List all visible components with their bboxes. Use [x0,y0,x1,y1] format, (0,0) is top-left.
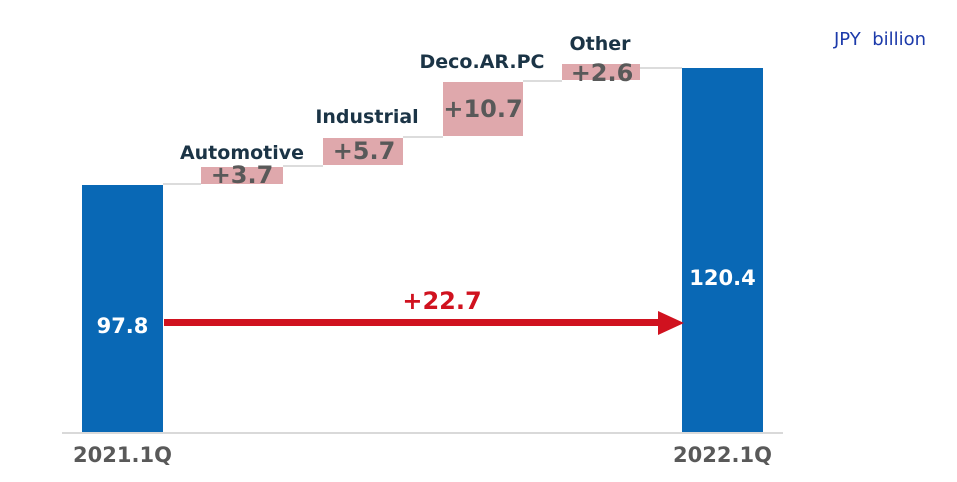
category-label-industrial: Industrial [315,106,419,128]
delta-bar-other [562,64,640,80]
category-label-automotive: Automotive [179,142,305,164]
category-label-deco-ar-pc: Deco.AR.PC [419,51,545,73]
delta-value-deco-ar-pc: +10.7 [443,95,523,123]
delta-value-other: +2.6 [570,59,634,87]
connector-line [403,136,443,138]
unit-label: JPY billion [834,29,927,50]
connector-line [163,183,201,185]
x-axis-line [62,432,783,434]
delta-value-industrial: +5.7 [332,137,396,165]
delta-bar-industrial [323,138,403,165]
delta-bar-deco-ar-pc [443,82,523,136]
start-bar-value: 97.8 [96,314,149,338]
total-change-label: +22.7 [402,287,482,315]
connector-line [640,67,682,69]
x-axis-label-2021-1q: 2021.1Q [73,443,172,467]
delta-value-automotive: +3.7 [210,161,274,189]
growth-arrow-line [164,319,660,326]
connector-line [283,165,323,167]
delta-bar-automotive [201,167,283,184]
end-total-bar [682,68,763,433]
x-axis-label-2022-1q: 2022.1Q [673,443,772,467]
category-label-other: Other [569,33,631,55]
growth-arrow-head-icon [658,311,684,335]
end-bar-value: 120.4 [689,266,756,290]
start-total-bar [82,185,163,433]
connector-line [523,80,562,82]
